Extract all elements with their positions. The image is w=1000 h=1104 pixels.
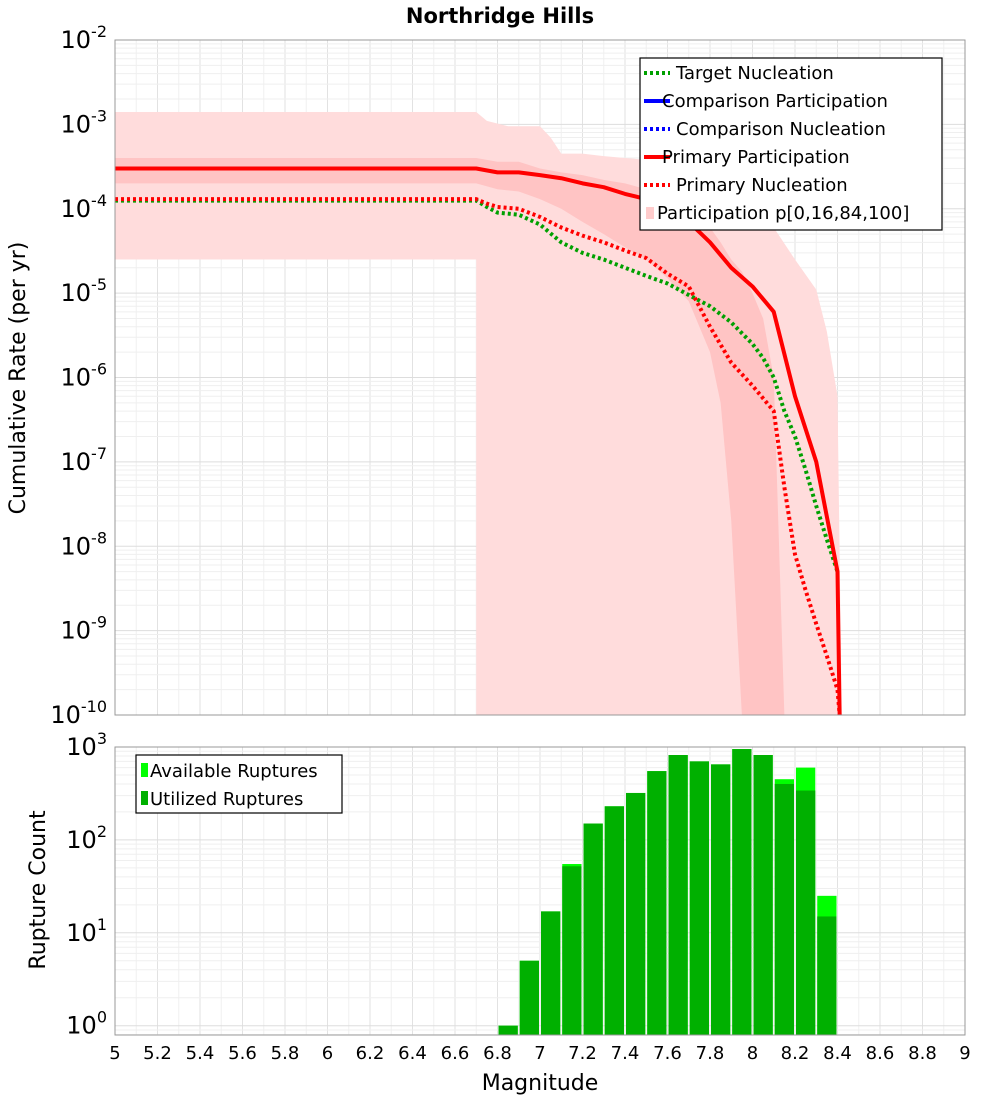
- x-tick-label: 9: [959, 1043, 970, 1064]
- x-axis-label: Magnitude: [482, 1071, 599, 1096]
- legend-label: Primary Nucleation: [676, 175, 848, 196]
- top-y-ticks: 10-2 10-3 10-4 10-5 10-6 10-7 10-8 10-9 10-10: [50, 22, 107, 729]
- bottom-y-axis-label: Rupture Count: [26, 810, 51, 970]
- bottom-y-tick-label: 100: [66, 1008, 107, 1040]
- legend-label: Participation p[0,16,84,100]: [657, 203, 909, 224]
- bottom-plot-frame: [114, 746, 966, 1036]
- bottom-y-tick-label: 102: [66, 822, 107, 854]
- x-tick-label: 6.8: [483, 1043, 512, 1064]
- x-tick-label: 6: [322, 1043, 333, 1064]
- bar-utilized-ruptures: [796, 790, 816, 1035]
- x-tick-label: 6.2: [356, 1043, 385, 1064]
- bar-utilized-ruptures: [562, 866, 582, 1035]
- x-tick-label: 8.2: [781, 1043, 810, 1064]
- legend-label: Comparison Nucleation: [676, 119, 886, 140]
- top-y-tick-label: 10-9: [61, 613, 108, 645]
- bar-utilized-ruptures: [711, 764, 731, 1035]
- top-y-tick-label: 10-4: [61, 191, 108, 223]
- top-legend-box: [639, 57, 943, 231]
- top-y-axis-label: Cumulative Rate (per yr): [6, 242, 31, 515]
- x-tick-label: 5.8: [271, 1043, 300, 1064]
- top-y-tick-label: 10-10: [50, 697, 107, 729]
- bottom-legend-box: [135, 754, 343, 814]
- series-line-target-nucleation: [115, 198, 840, 573]
- top-y-tick-label: 10-8: [61, 528, 108, 560]
- x-tick-label: 8.6: [866, 1043, 895, 1064]
- x-tick-label: 7.6: [653, 1043, 682, 1064]
- top-legend: Target Nucleation Comparison Participatio…: [639, 57, 943, 231]
- x-tick-label: 6.6: [441, 1043, 470, 1064]
- top-y-tick-label: 10-7: [61, 444, 108, 476]
- bar-utilized-ruptures: [498, 1025, 518, 1035]
- top-y-tick-label: 10-6: [61, 360, 108, 392]
- x-tick-label: 5.4: [186, 1043, 215, 1064]
- x-tick-label: 8.8: [908, 1043, 937, 1064]
- top-plot-frame: [114, 39, 966, 716]
- bottom-y-ticks: 100 101 102 103: [66, 729, 107, 1040]
- top-y-tick-label: 10-3: [61, 106, 108, 138]
- x-tick-label: 5.6: [228, 1043, 257, 1064]
- bar-utilized-ruptures: [647, 771, 667, 1035]
- chart-title: Northridge Hills: [406, 4, 594, 28]
- x-tick-label: 8: [747, 1043, 758, 1064]
- bar-utilized-ruptures: [604, 806, 624, 1035]
- bar-utilized-ruptures: [668, 755, 688, 1035]
- legend-label: Comparison Participation: [662, 91, 888, 112]
- legend-swatch: [141, 763, 148, 777]
- x-tick-label: 7: [534, 1043, 545, 1064]
- legend-label: Primary Participation: [662, 147, 850, 168]
- top-y-tick-label: 10-2: [61, 22, 108, 54]
- bottom-bars: [498, 749, 837, 1035]
- bar-utilized-ruptures: [753, 755, 773, 1035]
- bar-utilized-ruptures: [817, 916, 837, 1035]
- top-y-tick-label: 10-5: [61, 275, 108, 307]
- x-ticks: 5 5.2 5.4 5.6 5.8 6 6.2 6.4 6.6 6.8 7 7.2 7.4 7.6 7.8 8…: [109, 1043, 970, 1064]
- bar-utilized-ruptures: [626, 792, 646, 1035]
- bar-utilized-ruptures: [774, 783, 794, 1035]
- bottom-y-tick-label: 103: [66, 729, 107, 761]
- legend-label: Target Nucleation: [675, 63, 834, 84]
- legend-swatch: [141, 791, 148, 805]
- bar-utilized-ruptures: [732, 749, 752, 1035]
- bar-utilized-ruptures: [583, 823, 603, 1035]
- bar-utilized-ruptures: [689, 761, 709, 1035]
- legend-label: Utilized Ruptures: [150, 789, 303, 810]
- legend-swatch: [646, 207, 654, 219]
- legend-label: Available Ruptures: [150, 761, 318, 782]
- bottom-y-tick-label: 101: [66, 915, 107, 947]
- x-tick-label: 5: [109, 1043, 120, 1064]
- bottom-legend: Available Ruptures Utilized Ruptures: [135, 754, 343, 814]
- top-bands: [115, 112, 842, 715]
- x-tick-label: 8.4: [823, 1043, 852, 1064]
- x-tick-label: 7.4: [611, 1043, 640, 1064]
- x-tick-label: 7.8: [696, 1043, 725, 1064]
- x-tick-label: 5.2: [143, 1043, 172, 1064]
- x-tick-label: 6.4: [398, 1043, 427, 1064]
- bar-utilized-ruptures: [541, 911, 561, 1035]
- x-tick-label: 7.2: [568, 1043, 597, 1064]
- bar-utilized-ruptures: [519, 960, 539, 1035]
